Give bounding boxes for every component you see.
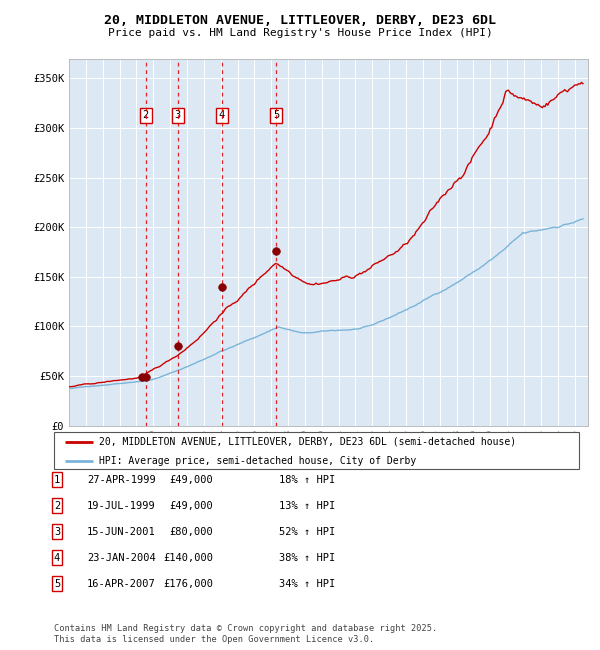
FancyBboxPatch shape <box>54 432 579 469</box>
Text: 18% ↑ HPI: 18% ↑ HPI <box>279 474 335 485</box>
Text: 23-JAN-2004: 23-JAN-2004 <box>87 552 156 563</box>
Text: HPI: Average price, semi-detached house, City of Derby: HPI: Average price, semi-detached house,… <box>98 456 416 466</box>
Text: 20, MIDDLETON AVENUE, LITTLEOVER, DERBY, DE23 6DL: 20, MIDDLETON AVENUE, LITTLEOVER, DERBY,… <box>104 14 496 27</box>
Text: £140,000: £140,000 <box>163 552 213 563</box>
Text: 15-JUN-2001: 15-JUN-2001 <box>87 526 156 537</box>
Text: 3: 3 <box>54 526 60 537</box>
Text: 38% ↑ HPI: 38% ↑ HPI <box>279 552 335 563</box>
Text: £49,000: £49,000 <box>169 474 213 485</box>
Text: 3: 3 <box>175 111 181 120</box>
Text: 52% ↑ HPI: 52% ↑ HPI <box>279 526 335 537</box>
Text: 16-APR-2007: 16-APR-2007 <box>87 578 156 589</box>
Text: 13% ↑ HPI: 13% ↑ HPI <box>279 500 335 511</box>
Text: Contains HM Land Registry data © Crown copyright and database right 2025.
This d: Contains HM Land Registry data © Crown c… <box>54 624 437 644</box>
Text: £49,000: £49,000 <box>169 500 213 511</box>
Text: 20, MIDDLETON AVENUE, LITTLEOVER, DERBY, DE23 6DL (semi-detached house): 20, MIDDLETON AVENUE, LITTLEOVER, DERBY,… <box>98 437 516 447</box>
Text: 2: 2 <box>143 111 149 120</box>
Text: 5: 5 <box>273 111 279 120</box>
Text: 2: 2 <box>54 500 60 511</box>
Text: 4: 4 <box>54 552 60 563</box>
Text: Price paid vs. HM Land Registry's House Price Index (HPI): Price paid vs. HM Land Registry's House … <box>107 28 493 38</box>
Text: 27-APR-1999: 27-APR-1999 <box>87 474 156 485</box>
Text: 34% ↑ HPI: 34% ↑ HPI <box>279 578 335 589</box>
Text: 4: 4 <box>219 111 225 120</box>
Text: £176,000: £176,000 <box>163 578 213 589</box>
Text: 1: 1 <box>54 474 60 485</box>
Text: 19-JUL-1999: 19-JUL-1999 <box>87 500 156 511</box>
Text: £80,000: £80,000 <box>169 526 213 537</box>
Text: 5: 5 <box>54 578 60 589</box>
